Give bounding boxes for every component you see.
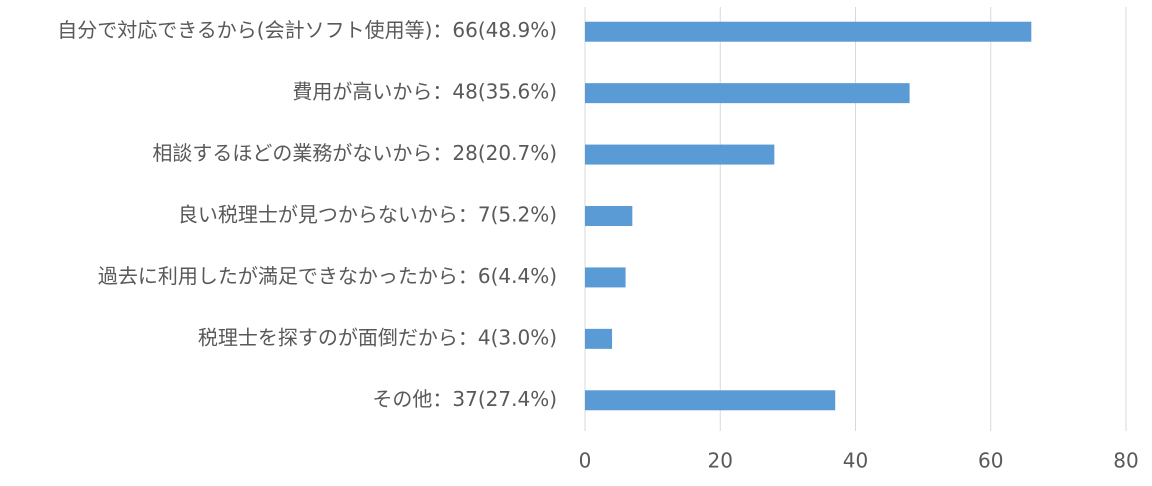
y-tick-label: 過去に利用したが満足できなかったから：6(4.4%) (98, 264, 557, 288)
x-tick-label: 20 (708, 449, 733, 473)
y-tick-label: 税理士を探すのが面倒だから：4(3.0%) (198, 325, 557, 349)
bar (585, 390, 836, 411)
x-tick-label: 80 (1113, 449, 1138, 473)
y-tick-label: 相談するほどの業務がないから：28(20.7%) (152, 141, 557, 165)
x-tick-label: 60 (978, 449, 1003, 473)
y-tick-label: 良い税理士が見つからないから：7(5.2%) (178, 203, 557, 227)
bar (585, 267, 626, 288)
bar (585, 206, 633, 226)
bar (585, 144, 775, 165)
y-tick-label: 費用が高いから：48(35.6%) (292, 80, 557, 104)
y-tick-label: 自分で対応できるから(会計ソフト使用等)：66(48.9%) (57, 18, 557, 42)
bar (585, 328, 613, 349)
x-tick-label: 0 (579, 449, 592, 473)
bar (585, 21, 1032, 42)
x-tick-label: 40 (843, 449, 868, 473)
bar (585, 83, 910, 104)
y-tick-label: その他：37(27.4%) (372, 387, 557, 411)
